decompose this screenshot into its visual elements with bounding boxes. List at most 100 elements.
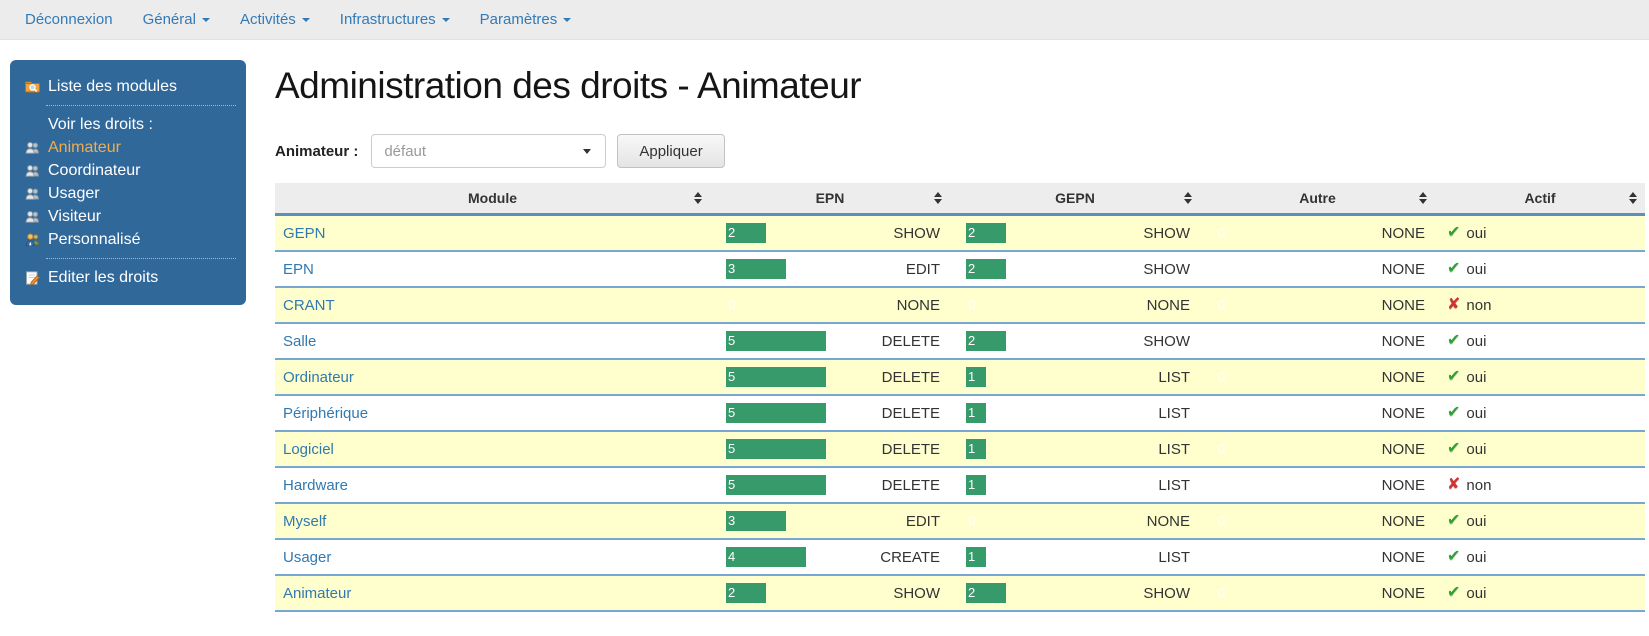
nav-item-label: Déconnexion	[25, 11, 113, 28]
folder-search-icon	[24, 79, 41, 95]
module-link[interactable]: Hardware	[283, 476, 349, 494]
autre-bar-value: 0	[1218, 441, 1226, 456]
module-cell: Hardware	[275, 468, 710, 502]
epn-cell: 5 DELETE	[710, 432, 950, 466]
animateur-select[interactable]: défaut	[371, 134, 607, 168]
gepn-permission: LIST	[1158, 404, 1190, 422]
users-icon	[24, 209, 41, 225]
module-link[interactable]: Myself	[283, 512, 327, 530]
sort-icon[interactable]	[1629, 192, 1637, 204]
column-header-gepn[interactable]: GEPN	[950, 183, 1200, 213]
nav-item-deconnexion[interactable]: Déconnexion	[10, 11, 128, 28]
sidebar-item-label: Liste des modules	[48, 78, 177, 95]
gepn-cell: 2 SHOW	[950, 252, 1200, 286]
autre-bar-value: 0	[1218, 333, 1226, 348]
table-header: Module EPN GEPN Autre Actif	[275, 183, 1645, 216]
sort-icon[interactable]	[694, 192, 702, 204]
table-row-hardware: Hardware 5 DELETE 1 LIST 0 NONE ✘ non	[275, 468, 1645, 504]
table-row-peripherique: Périphérique 5 DELETE 1 LIST 0 NONE ✔ ou…	[275, 396, 1645, 432]
sort-icon[interactable]	[1419, 192, 1427, 204]
module-cell: Ordinateur	[275, 360, 710, 394]
module-link[interactable]: Animateur	[283, 584, 352, 602]
autre-permission: NONE	[1381, 404, 1425, 422]
module-link[interactable]: Périphérique	[283, 404, 369, 422]
sidebar-item-personnalise[interactable]: Personnalisé	[22, 228, 236, 251]
module-link[interactable]: Ordinateur	[283, 368, 354, 386]
sidebar-item-animateur[interactable]: Animateur	[22, 136, 236, 159]
gepn-bar-value: 2	[968, 261, 976, 276]
autre-progress-bar: 0	[1216, 331, 1316, 351]
actif-cell: ✔ oui	[1435, 396, 1645, 430]
module-link[interactable]: GEPN	[283, 224, 326, 242]
epn-progress-bar: 2	[726, 223, 826, 243]
autre-cell: 0 NONE	[1200, 396, 1435, 430]
autre-bar-value: 0	[1218, 405, 1226, 420]
check-icon: ✔	[1447, 260, 1461, 277]
gepn-permission: SHOW	[1143, 260, 1190, 278]
table-row-logiciel: Logiciel 5 DELETE 1 LIST 0 NONE ✔ oui	[275, 432, 1645, 468]
autre-bar-value: 0	[1218, 297, 1226, 312]
module-link[interactable]: Logiciel	[283, 440, 334, 458]
autre-permission: NONE	[1381, 512, 1425, 530]
sort-icon[interactable]	[934, 192, 942, 204]
gepn-bar-value: 2	[968, 225, 976, 240]
animateur-label: Animateur :	[275, 142, 359, 160]
sidebar-item-visiteur[interactable]: Visiteur	[22, 205, 236, 228]
epn-progress-bar: 0	[726, 295, 826, 315]
select-value: défaut	[384, 142, 427, 160]
sort-icon[interactable]	[1184, 192, 1192, 204]
epn-cell: 2 SHOW	[710, 576, 950, 610]
sidebar: Liste des modules Voir les droits : Anim…	[10, 60, 246, 305]
autre-cell: 0 NONE	[1200, 468, 1435, 502]
nav-item-activites[interactable]: Activités	[225, 11, 325, 28]
actif-cell: ✔ oui	[1435, 252, 1645, 286]
nav-item-infrastructures[interactable]: Infrastructures	[325, 11, 465, 28]
epn-cell: 4 CREATE	[710, 540, 950, 574]
module-link[interactable]: Usager	[283, 548, 332, 566]
epn-progress-bar: 3	[726, 511, 826, 531]
sidebar-item-usager[interactable]: Usager	[22, 182, 236, 205]
sidebar-section-heading: Voir les droits :	[48, 116, 153, 133]
column-header-autre[interactable]: Autre	[1200, 183, 1435, 213]
user-custom-icon	[24, 232, 41, 248]
gepn-progress-bar: 0	[966, 295, 1066, 315]
module-link[interactable]: CRANT	[283, 296, 335, 314]
epn-cell: 3 EDIT	[710, 504, 950, 538]
gepn-cell: 1 LIST	[950, 396, 1200, 430]
nav-item-general[interactable]: Général	[128, 11, 225, 28]
autre-cell: 0 NONE	[1200, 360, 1435, 394]
column-header-module[interactable]: Module	[275, 183, 710, 213]
gepn-permission: NONE	[1146, 512, 1190, 530]
epn-permission: CREATE	[880, 548, 940, 566]
epn-progress-bar: 5	[726, 475, 826, 495]
gepn-bar-value: 1	[968, 441, 976, 456]
actif-cell: ✔ oui	[1435, 576, 1645, 610]
module-link[interactable]: EPN	[283, 260, 314, 278]
epn-progress-bar: 5	[726, 439, 826, 459]
autre-permission: NONE	[1381, 260, 1425, 278]
autre-bar-value: 0	[1218, 585, 1226, 600]
appliquer-button[interactable]: Appliquer	[617, 134, 725, 168]
module-link[interactable]: Salle	[283, 332, 317, 350]
epn-permission: SHOW	[893, 224, 940, 242]
sidebar-item-editer-les-droits[interactable]: Editer les droits	[22, 266, 236, 289]
epn-cell: 5 DELETE	[710, 468, 950, 502]
actif-label: oui	[1466, 224, 1487, 242]
actif-label: oui	[1466, 512, 1487, 530]
column-header-actif[interactable]: Actif	[1435, 183, 1645, 213]
column-header-epn[interactable]: EPN	[710, 183, 950, 213]
column-label: GEPN	[1055, 190, 1095, 206]
epn-progress-bar: 5	[726, 403, 826, 423]
sidebar-item-liste-des-modules[interactable]: Liste des modules	[22, 75, 236, 98]
nav-item-parametres[interactable]: Paramètres	[465, 11, 587, 28]
epn-permission: NONE	[896, 296, 940, 314]
table-row-salle: Salle 5 DELETE 2 SHOW 0 NONE ✔ oui	[275, 324, 1645, 360]
sidebar-item-coordinateur[interactable]: Coordinateur	[22, 159, 236, 182]
column-label: Actif	[1524, 190, 1556, 206]
autre-cell: 0 NONE	[1200, 540, 1435, 574]
gepn-permission: LIST	[1158, 440, 1190, 458]
autre-permission: NONE	[1381, 296, 1425, 314]
epn-permission: EDIT	[905, 260, 940, 278]
actif-label: oui	[1466, 404, 1487, 422]
chevron-down-icon	[583, 148, 592, 154]
